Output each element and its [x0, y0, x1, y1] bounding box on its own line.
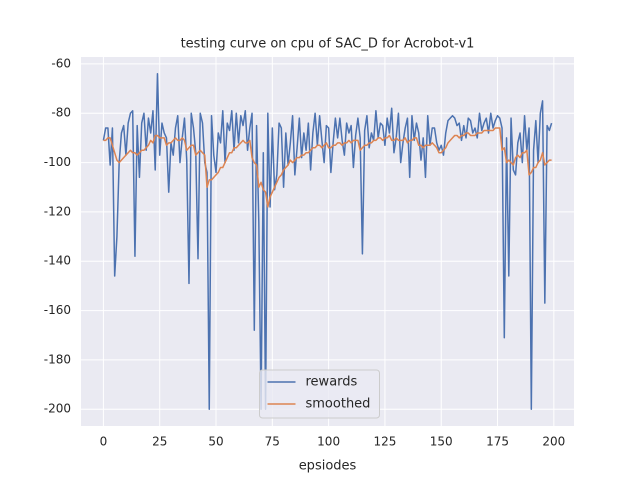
series-line [103, 127, 552, 208]
x-tick-label: 125 [373, 435, 396, 449]
chart-title: testing curve on cpu of SAC_D for Acrobo… [181, 37, 475, 52]
x-tick-label: 150 [430, 435, 453, 449]
legend-label: smoothed [306, 397, 371, 412]
y-tick-label: -160 [44, 303, 71, 317]
x-axis-label: epsiodes [299, 459, 357, 474]
y-tick-label: -100 [44, 155, 71, 169]
legend-label: rewards [306, 375, 358, 390]
y-tick-label: -60 [51, 56, 71, 70]
x-tick-label: 25 [152, 435, 167, 449]
x-tick-label: 100 [317, 435, 340, 449]
y-tick-label: -120 [44, 204, 71, 218]
y-tick-label: -80 [51, 106, 71, 120]
series-line [102, 73, 553, 410]
y-tick-label: -180 [44, 352, 71, 366]
x-tick-label: 75 [265, 435, 280, 449]
y-tick-label: -140 [44, 254, 71, 268]
x-tick-label: 0 [100, 435, 108, 449]
x-tick-label: 175 [486, 435, 509, 449]
x-tick-label: 50 [208, 435, 223, 449]
legend: rewards smoothed [259, 369, 380, 419]
x-tick-label: 200 [542, 435, 565, 449]
y-tick-label: -200 [44, 402, 71, 416]
